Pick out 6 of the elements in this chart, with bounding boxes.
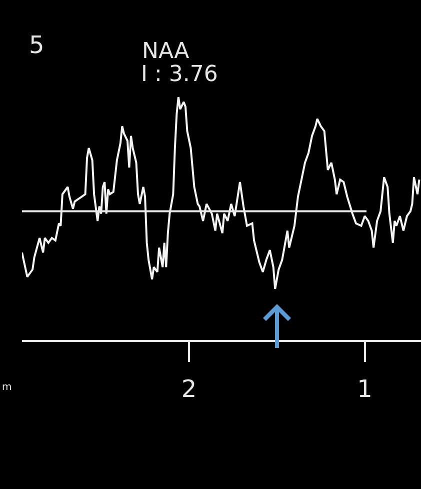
text: m (2, 382, 12, 393)
text: 5 (29, 31, 44, 59)
text: NAA (142, 39, 190, 64)
x-tick-label: 2 (181, 374, 197, 403)
x-tick-label: 1 (357, 374, 372, 403)
text: I : 3.76 (141, 62, 218, 87)
